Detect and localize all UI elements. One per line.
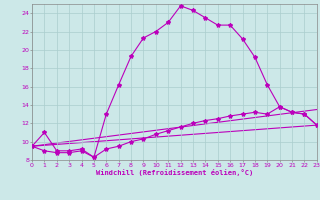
X-axis label: Windchill (Refroidissement éolien,°C): Windchill (Refroidissement éolien,°C) [96, 169, 253, 176]
